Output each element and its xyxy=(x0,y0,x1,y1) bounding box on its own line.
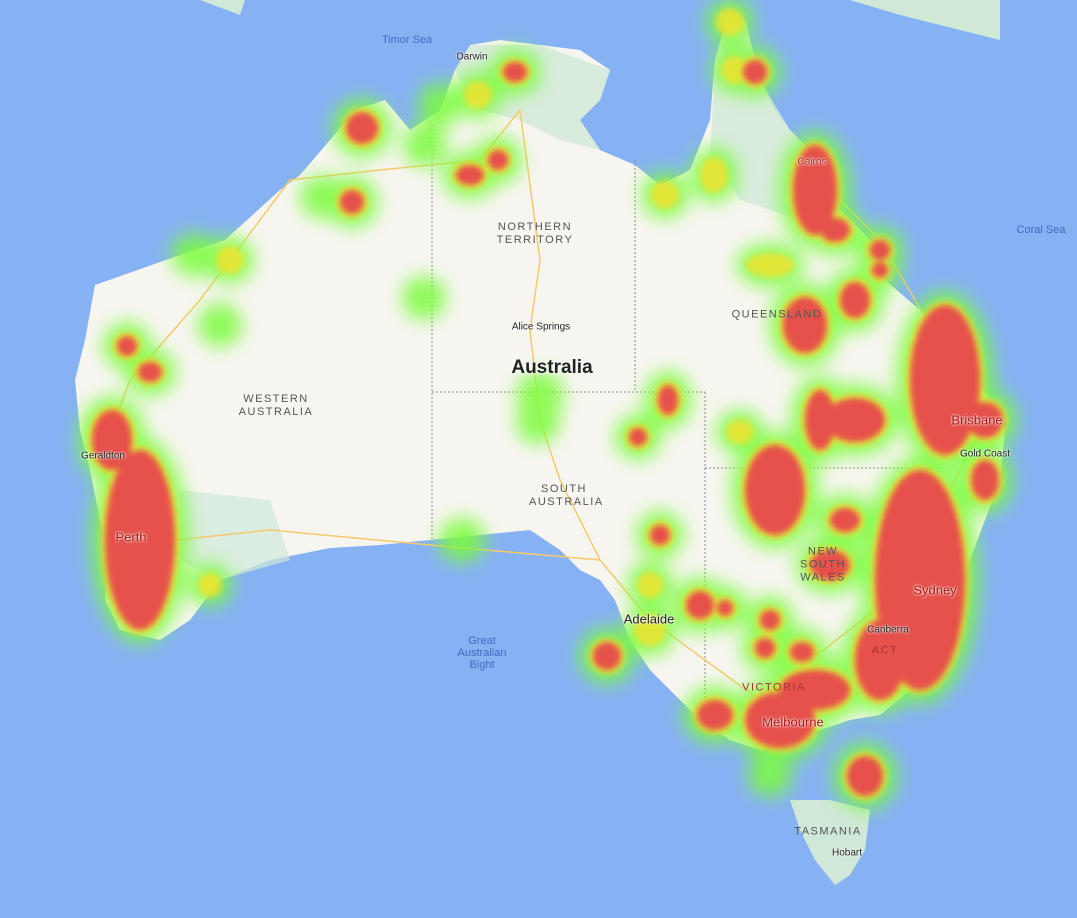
heat-blob-core xyxy=(760,610,780,630)
heat-blob-mid xyxy=(464,81,492,109)
heat-blob-core xyxy=(870,240,890,260)
heat-blob-core xyxy=(488,150,508,170)
heat-blob-core xyxy=(830,508,860,532)
city-melbourne[interactable]: Melbourne xyxy=(762,714,824,730)
heat-blob-core xyxy=(745,692,815,748)
heat-blob-core xyxy=(92,410,132,470)
heat-blob-mid xyxy=(216,246,244,274)
country-label: Australia xyxy=(511,357,593,378)
city-hobart[interactable]: Hobart xyxy=(831,847,863,859)
heat-blob-core xyxy=(805,390,835,450)
heat-blob-core xyxy=(745,445,805,535)
city-darwin[interactable]: Darwin xyxy=(456,51,488,63)
heat-blob-core xyxy=(847,756,883,796)
heat-blob-mid xyxy=(634,614,666,646)
heat-blob-core xyxy=(697,700,733,730)
city-geraldton[interactable]: Geraldton xyxy=(81,450,125,462)
state-label-vic: VICTORIA xyxy=(742,681,806,694)
heat-blob-core xyxy=(825,398,885,442)
heat-blob-halo xyxy=(748,753,792,797)
heat-blob-core xyxy=(117,336,137,356)
new-guinea xyxy=(850,0,1000,40)
state-label-nsw: NEW SOUTH WALES xyxy=(800,545,846,584)
state-label-sa: SOUTH AUSTRALIA xyxy=(529,483,604,508)
heat-blob-core xyxy=(138,362,162,382)
heat-blob-core xyxy=(967,402,1003,438)
timor-island xyxy=(200,0,245,15)
state-label-act: ACT xyxy=(871,644,899,657)
sea-label-coral: Coral Sea xyxy=(1016,224,1066,236)
heat-blob-mid xyxy=(721,56,749,84)
state-label-tas: TASMANIA xyxy=(794,825,862,838)
heat-blob-core xyxy=(346,112,378,144)
state-borders xyxy=(431,125,940,720)
heat-blob-core xyxy=(658,385,678,415)
state-label-qld: QUEENSLAND xyxy=(731,308,823,321)
heat-blob-mid xyxy=(700,157,728,193)
heat-blob-halo xyxy=(418,83,462,127)
city-gold-coast[interactable]: Gold Coast xyxy=(959,448,1011,460)
heat-blob-core xyxy=(105,450,175,630)
heat-blob-core xyxy=(503,62,527,82)
state-label-wa: WESTERN AUSTRALIA xyxy=(238,393,314,418)
heat-blob-core xyxy=(840,282,870,318)
sea-label-bight: Great Australian Bight xyxy=(457,635,507,671)
heat-blob-core xyxy=(456,165,484,185)
heat-blob-core xyxy=(820,218,850,242)
heat-blob-core xyxy=(855,620,905,700)
city-brisbane[interactable]: Brisbane xyxy=(951,412,1003,428)
heat-blob-halo xyxy=(300,175,344,219)
heat-blob-core xyxy=(783,297,827,353)
tasmania xyxy=(790,800,870,885)
city-alice-springs[interactable]: Alice Springs xyxy=(511,321,571,333)
heat-blob-core xyxy=(793,145,837,235)
city-adelaide[interactable]: Adelaide xyxy=(623,611,675,627)
heat-blob-core xyxy=(686,591,714,619)
city-cairns[interactable]: Cairns xyxy=(797,156,827,168)
heat-blob-halo xyxy=(403,123,447,167)
heat-blob-mid xyxy=(746,253,794,277)
heat-blob-core xyxy=(971,460,999,500)
heat-blob-core xyxy=(340,190,364,214)
state-label-nt: NORTHERN TERRITORY xyxy=(496,221,574,246)
heat-blob-halo xyxy=(402,276,446,320)
heat-blob-core xyxy=(790,642,814,662)
heat-blob-halo xyxy=(516,400,560,444)
heat-blob-core xyxy=(872,262,888,278)
heat-blob-mid xyxy=(198,573,222,597)
city-perth[interactable]: Perth xyxy=(115,529,147,545)
heat-blob-halo xyxy=(171,233,219,277)
city-canberra[interactable]: Canberra xyxy=(867,624,909,636)
city-sydney[interactable]: Sydney xyxy=(913,582,957,598)
heat-blob-core xyxy=(717,600,733,616)
sea-label-timor: Timor Sea xyxy=(381,34,433,46)
heat-blob-mid xyxy=(726,420,754,444)
sw-vegetation xyxy=(180,490,290,580)
heat-blob-halo xyxy=(198,303,242,347)
heat-blob-core xyxy=(629,428,647,446)
heat-blob-mid xyxy=(651,181,679,209)
heat-blob-core xyxy=(650,525,670,545)
heat-blob-mid xyxy=(716,8,744,36)
heat-blob-core xyxy=(810,550,850,580)
heat-blob-core xyxy=(755,638,775,658)
heat-blob-halo xyxy=(438,518,486,562)
heat-blob-core xyxy=(910,305,980,455)
heat-blob-core xyxy=(593,642,621,670)
heat-blob-mid xyxy=(637,572,663,598)
heat-blob-core xyxy=(743,60,767,84)
